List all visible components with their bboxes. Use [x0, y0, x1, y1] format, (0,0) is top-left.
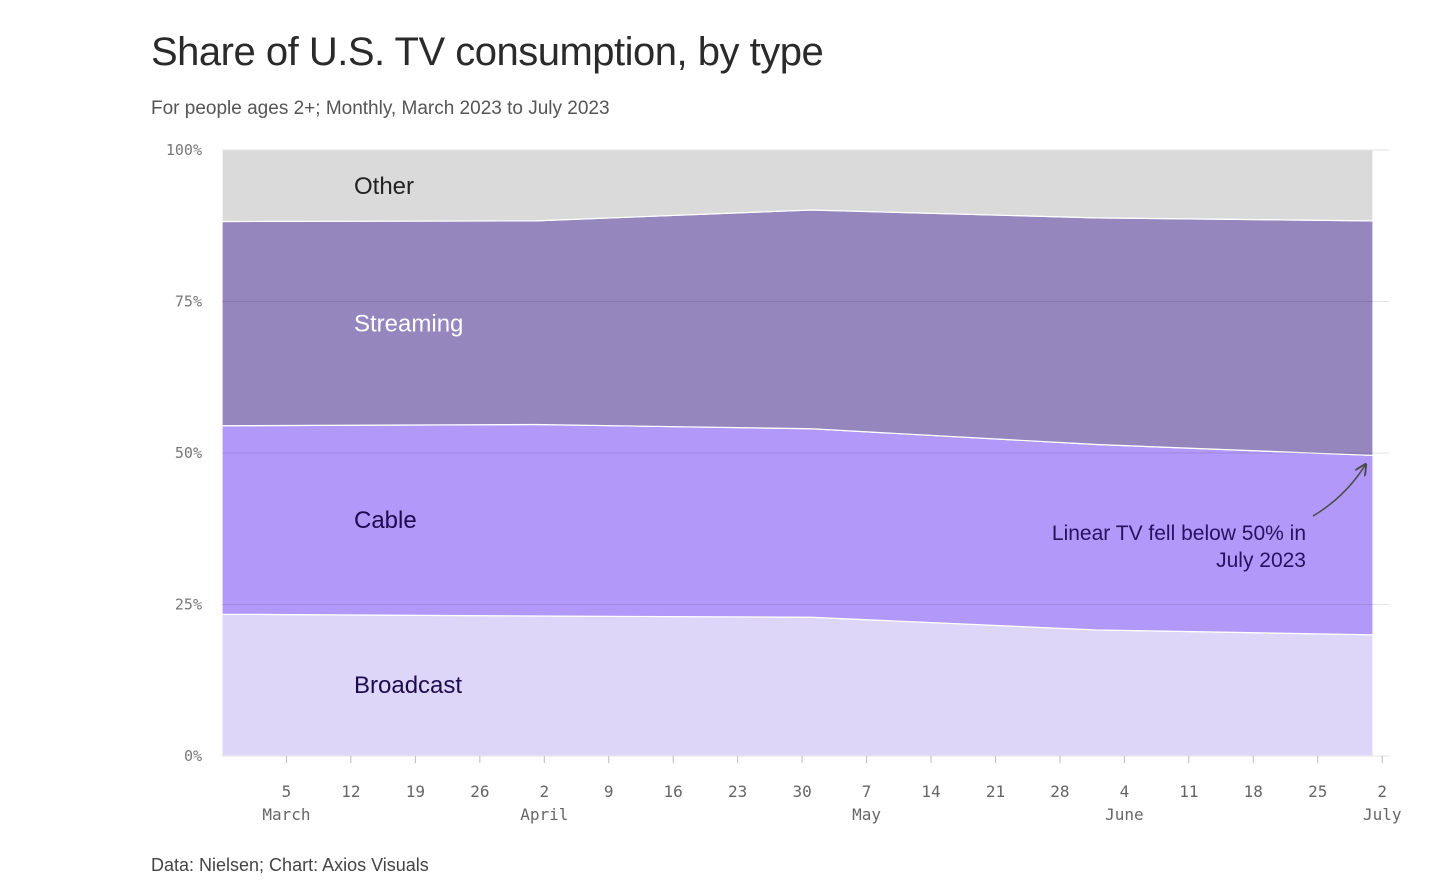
x-tick-label: 9: [604, 782, 614, 801]
x-tick-label: 11: [1179, 782, 1198, 801]
annotation: Linear TV fell below 50% in July 2023: [1052, 465, 1365, 572]
x-tick-label: 19: [406, 782, 425, 801]
series-label-streaming: Streaming: [354, 311, 463, 338]
y-tick-label: 0%: [184, 747, 202, 765]
x-tick-label: 25: [1308, 782, 1327, 801]
x-tick-label: 4: [1120, 782, 1130, 801]
chart-title: Share of U.S. TV consumption, by type: [151, 30, 824, 74]
annotation-text: Linear TV fell below 50% in July 2023: [1052, 522, 1306, 572]
series-label-broadcast: Broadcast: [354, 672, 462, 699]
x-month-label: July: [1363, 805, 1402, 824]
x-tick-label: 12: [341, 782, 360, 801]
annotation-line: July 2023: [1216, 549, 1306, 572]
x-tick-label: 2: [1377, 782, 1387, 801]
series-label-other: Other: [354, 173, 414, 200]
x-tick-label: 30: [792, 782, 811, 801]
x-month-label: April: [520, 805, 568, 824]
area-layer: [221, 149, 1374, 757]
x-month-label: March: [262, 805, 310, 824]
x-axis: 5 March 12 19 26 2 April 9 16 23 30 7 May 14 21 28 4 June…: [262, 756, 1402, 824]
series-label-cable: Cable: [354, 507, 417, 534]
area-other: [221, 149, 1374, 223]
x-tick-label: 2: [539, 782, 549, 801]
y-axis: 0% 25% 50% 75% 100%: [166, 141, 202, 765]
x-tick-label: 14: [921, 782, 940, 801]
x-month-label: May: [852, 805, 881, 824]
y-tick-label: 25%: [175, 596, 202, 614]
x-tick-label: 21: [986, 782, 1005, 801]
annotation-line: Linear TV fell below 50% in: [1052, 522, 1306, 545]
chart-source: Data: Nielsen; Chart: Axios Visuals: [151, 855, 429, 875]
x-tick-label: 18: [1244, 782, 1263, 801]
x-tick-label: 5: [282, 782, 292, 801]
x-tick-label: 28: [1050, 782, 1069, 801]
x-tick-label: 16: [664, 782, 683, 801]
annotation-arrow: [1312, 465, 1365, 517]
grid-layer: [222, 149, 1389, 757]
x-tick-label: 23: [728, 782, 747, 801]
series-labels: Broadcast Cable Streaming Other: [354, 173, 463, 699]
x-tick-label: 26: [470, 782, 489, 801]
y-tick-label: 75%: [175, 293, 202, 311]
y-tick-label: 100%: [166, 141, 202, 159]
chart-subtitle: For people ages 2+; Monthly, March 2023 …: [151, 98, 610, 119]
y-tick-label: 50%: [175, 444, 202, 462]
x-tick-label: 7: [862, 782, 872, 801]
x-month-label: June: [1105, 805, 1144, 824]
